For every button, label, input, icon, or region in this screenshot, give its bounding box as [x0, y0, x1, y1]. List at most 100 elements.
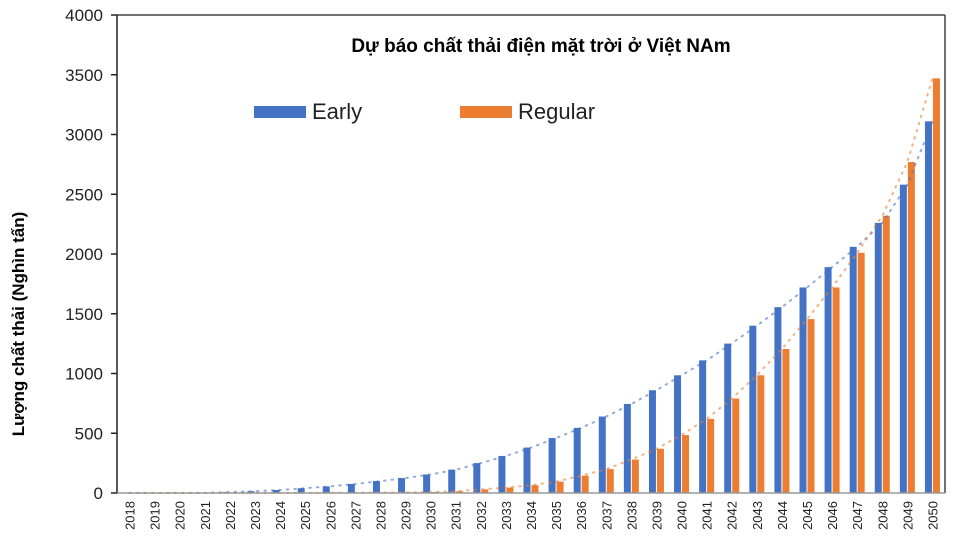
- bar-early-2040: [674, 375, 682, 493]
- bar-early-2038: [623, 403, 631, 493]
- x-tick-labels: 2018 2019 2020 2021 2022 2023 2024 2025 2026 2027…: [123, 501, 941, 530]
- x-tick-label: 2048: [875, 501, 890, 530]
- x-tick-label: 2049: [900, 501, 915, 530]
- bar-early-2044: [774, 307, 782, 493]
- bar-early-2045: [799, 287, 807, 493]
- bar-early-2037: [598, 416, 606, 493]
- x-tick-label: 2038: [624, 501, 639, 530]
- legend-label-regular: Regular: [518, 99, 595, 124]
- bar-regular-2038: [631, 459, 639, 493]
- bar-regular-2046: [832, 287, 840, 493]
- bar-regular-2032: [481, 489, 489, 493]
- bar-regular-2041: [707, 418, 715, 493]
- x-tick-label: 2030: [424, 501, 439, 530]
- bar-early-2028: [372, 481, 380, 493]
- bar-regular-2035: [556, 481, 564, 493]
- x-tick-label: 2042: [725, 501, 740, 530]
- chart-title: Dự báo chất thải điện mặt trời ở Việt NA…: [351, 36, 730, 57]
- bar-regular-2042: [732, 398, 740, 493]
- x-tick-label: 2029: [399, 501, 414, 530]
- x-tick-label: 2035: [549, 501, 564, 530]
- y-tick-label: 500: [75, 424, 103, 443]
- bar-early-2026: [322, 486, 330, 493]
- bar-early-2048: [874, 222, 882, 493]
- y-tick-label: 3500: [65, 66, 103, 85]
- x-tick-label: 2046: [825, 501, 840, 530]
- y-tick-label: 2000: [65, 245, 103, 264]
- x-tick-label: 2033: [499, 501, 514, 530]
- bar-early-2025: [297, 488, 305, 493]
- trendlines-group: [128, 77, 934, 494]
- bar-early-2047: [849, 246, 857, 493]
- x-tick-label: 2019: [148, 501, 163, 530]
- trendline-regular: [128, 77, 934, 494]
- y-tick-label: 1000: [65, 365, 103, 384]
- x-tick-label: 2032: [474, 501, 489, 530]
- bar-early-2033: [498, 455, 506, 493]
- bar-early-2027: [347, 484, 355, 493]
- x-tick-label: 2043: [750, 501, 765, 530]
- bar-early-2029: [398, 478, 406, 493]
- bar-regular-2045: [807, 319, 815, 493]
- bar-regular-2050: [932, 78, 940, 494]
- x-tick-label: 2022: [223, 501, 238, 530]
- x-tick-label: 2028: [374, 501, 389, 530]
- x-tick-label: 2024: [273, 501, 288, 530]
- bar-early-2049: [899, 184, 907, 493]
- x-tick-label: 2021: [198, 501, 213, 530]
- x-tick-label: 2047: [850, 501, 865, 530]
- x-tick-label: 2036: [574, 501, 589, 530]
- bar-early-2030: [423, 474, 431, 493]
- bar-early-2046: [824, 267, 832, 493]
- x-tick-label: 2050: [926, 501, 941, 530]
- x-tick-label: 2026: [323, 501, 338, 530]
- y-tick-label: 0: [94, 484, 103, 503]
- bar-early-2042: [724, 343, 732, 493]
- bar-early-2039: [648, 390, 656, 493]
- bar-regular-2047: [857, 252, 865, 493]
- legend-swatch-early: [254, 106, 306, 118]
- axes-group: [111, 14, 946, 494]
- bar-early-2032: [473, 463, 481, 493]
- bar-regular-2033: [506, 487, 514, 493]
- x-tick-label: 2018: [123, 501, 138, 530]
- bar-early-2034: [523, 447, 531, 493]
- y-axis-label: Lượng chất thải (Nghìn tấn): [9, 212, 28, 437]
- y-tick-label: 4000: [65, 6, 103, 25]
- trendline-early: [128, 120, 934, 494]
- bar-regular-2044: [782, 349, 790, 493]
- legend-swatch-regular: [460, 106, 512, 118]
- bar-early-2043: [749, 325, 757, 493]
- x-tick-label: 2040: [675, 501, 690, 530]
- bar-regular-2036: [581, 475, 589, 493]
- bar-regular-2043: [757, 375, 765, 493]
- x-tick-label: 2031: [449, 501, 464, 530]
- bar-regular-2040: [682, 435, 690, 493]
- y-tick-label: 2500: [65, 185, 103, 204]
- bar-regular-2048: [882, 215, 890, 493]
- bar-early-2050: [924, 121, 932, 493]
- bar-early-2024: [272, 490, 280, 493]
- bar-early-2031: [448, 469, 456, 493]
- x-tick-label: 2041: [700, 501, 715, 530]
- bar-regular-2037: [606, 469, 614, 493]
- x-tick-label: 2025: [298, 501, 313, 530]
- bar-early-2036: [573, 427, 581, 493]
- x-tick-label: 2037: [599, 501, 614, 530]
- x-tick-label: 2023: [248, 501, 263, 530]
- x-tick-label: 2045: [800, 501, 815, 530]
- x-tick-label: 2020: [173, 501, 188, 530]
- bar-regular-2034: [531, 485, 539, 493]
- x-tick-label: 2039: [650, 501, 665, 530]
- x-tick-label: 2044: [775, 501, 790, 530]
- bar-regular-2039: [656, 448, 664, 493]
- legend: Early Regular: [254, 99, 595, 124]
- bar-early-2035: [548, 438, 556, 493]
- legend-label-early: Early: [312, 99, 362, 124]
- y-tick-labels: 0 500 1000 1500 2000 2500 3000 3500 4000: [65, 6, 103, 503]
- bar-early-2041: [699, 360, 707, 493]
- x-tick-label: 2027: [348, 501, 363, 530]
- bar-regular-2031: [456, 491, 464, 493]
- bars-group: [122, 78, 940, 494]
